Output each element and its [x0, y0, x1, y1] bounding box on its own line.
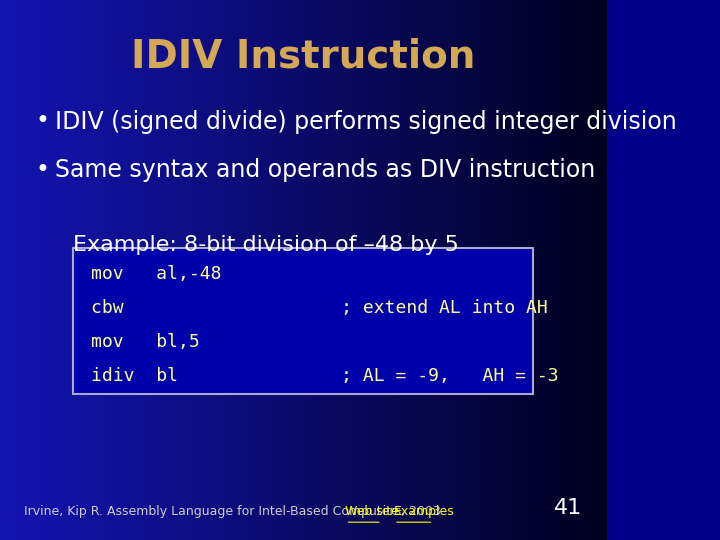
- Text: 41: 41: [554, 498, 582, 518]
- Text: mov   bl,5: mov bl,5: [91, 333, 199, 350]
- FancyBboxPatch shape: [73, 248, 534, 394]
- Text: Examples: Examples: [394, 505, 454, 518]
- Text: mov   al,-48: mov al,-48: [91, 265, 222, 282]
- Text: •: •: [35, 158, 50, 182]
- Text: •: •: [35, 110, 50, 133]
- Text: IDIV (signed divide) performs signed integer division: IDIV (signed divide) performs signed int…: [55, 110, 676, 133]
- Text: IDIV Instruction: IDIV Instruction: [131, 38, 475, 76]
- Text: idiv  bl               ; AL = -9,   AH = -3: idiv bl ; AL = -9, AH = -3: [91, 367, 559, 384]
- Text: Example: 8-bit division of –48 by 5: Example: 8-bit division of –48 by 5: [73, 235, 459, 255]
- Text: Same syntax and operands as DIV instruction: Same syntax and operands as DIV instruct…: [55, 158, 595, 182]
- Text: Irvine, Kip R. Assembly Language for Intel-Based Computers, 2003.: Irvine, Kip R. Assembly Language for Int…: [24, 505, 445, 518]
- Text: cbw                    ; extend AL into AH: cbw ; extend AL into AH: [91, 299, 548, 316]
- Text: Web site: Web site: [346, 505, 400, 518]
